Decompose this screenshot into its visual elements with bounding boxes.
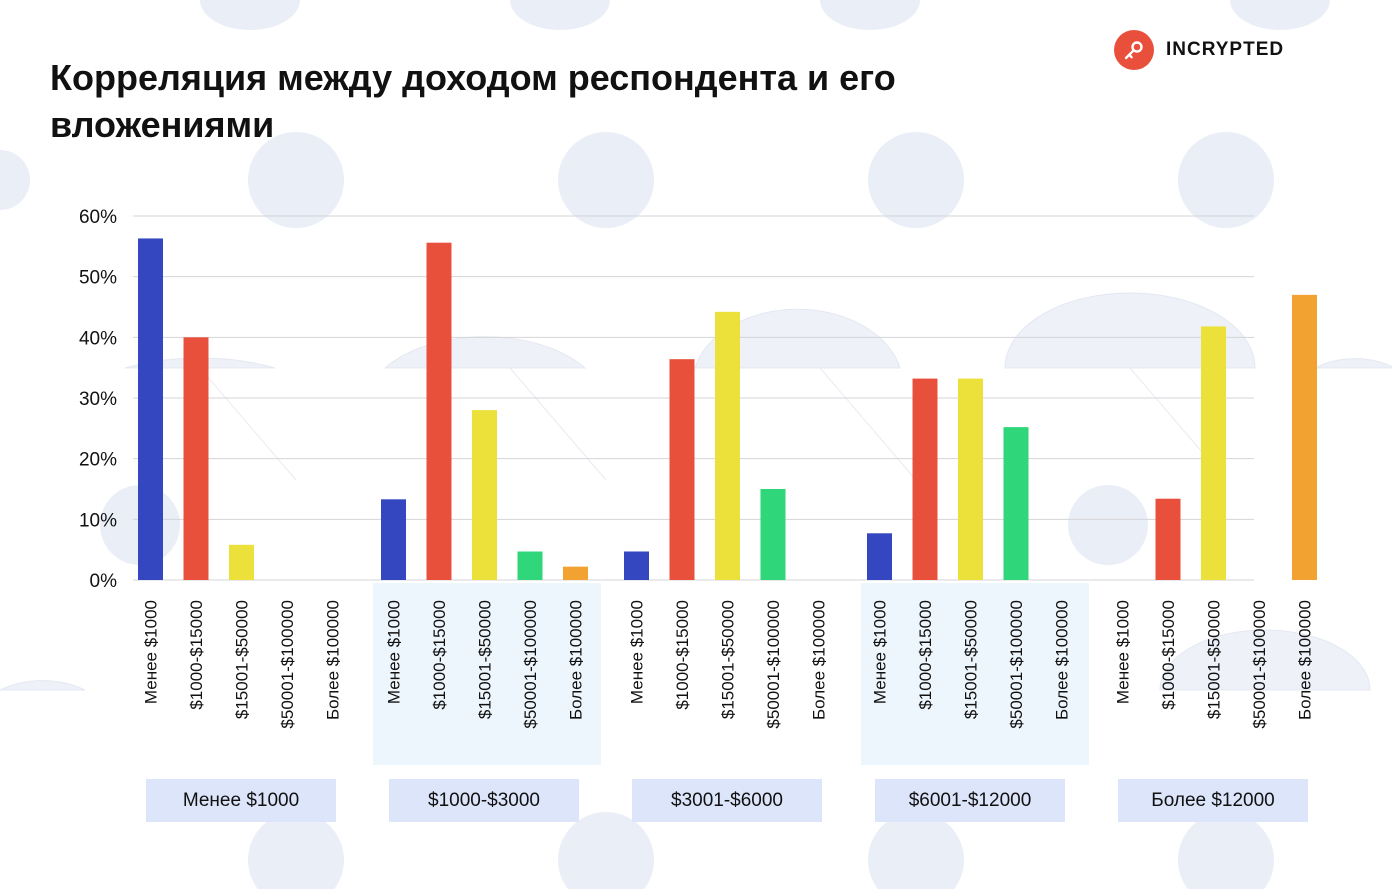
bar [867, 533, 892, 580]
bar [381, 499, 406, 580]
group-highlight [861, 583, 1089, 765]
x-tick-label: $15001-$50000 [962, 600, 981, 719]
bar [517, 551, 543, 580]
x-tick-label: $15001-$50000 [719, 600, 738, 719]
bar [1155, 498, 1181, 580]
bar [563, 566, 588, 580]
x-tick-label: Менее $1000 [142, 600, 161, 704]
x-tick-label: $1000-$15000 [430, 600, 449, 710]
x-tick-label: Более $100000 [567, 600, 586, 720]
x-tick-label: $1000-$15000 [673, 600, 692, 710]
brand-name: INCRYPTED [1166, 39, 1285, 60]
x-tick-label: Менее $1000 [871, 600, 890, 704]
bar [1201, 326, 1226, 580]
x-tick-label: $50001-$100000 [521, 600, 540, 729]
y-tick-label: 50% [79, 268, 117, 289]
brand-logo: INCRYPTED [1114, 30, 1284, 70]
bar [958, 378, 983, 580]
y-tick-label: 20% [79, 450, 117, 471]
x-tick-label: $15001-$50000 [233, 600, 252, 719]
chart-title: Корреляция между доходом респондента и е… [50, 57, 896, 145]
x-tick-label: $50001-$100000 [1007, 600, 1026, 729]
group-label: $1000-$3000 [389, 779, 579, 822]
bar [472, 410, 497, 580]
y-tick-label: 0% [90, 571, 118, 592]
x-tick-label: Менее $1000 [628, 600, 647, 704]
group-label: $6001-$12000 [875, 779, 1065, 822]
y-tick-label: 30% [79, 389, 117, 410]
group-highlight [373, 583, 601, 765]
x-tick-label: Более $100000 [810, 600, 829, 720]
key-icon [1114, 30, 1154, 70]
bar [138, 238, 163, 581]
x-tick-label: $15001-$50000 [1205, 600, 1224, 719]
bar [624, 551, 649, 580]
x-tick-label: Более $100000 [324, 600, 343, 720]
bar [1292, 294, 1317, 580]
x-tick-label: $50001-$100000 [278, 600, 297, 729]
bar [760, 489, 786, 580]
x-tick-label: Менее $1000 [1114, 600, 1133, 704]
x-tick-label: Более $100000 [1053, 600, 1072, 720]
x-tick-label: $50001-$100000 [764, 600, 783, 729]
x-tick-label: $1000-$15000 [1159, 600, 1178, 710]
y-tick-label: 60% [79, 207, 117, 228]
x-tick-label: $1000-$15000 [187, 600, 206, 710]
x-tick-label: Менее $1000 [385, 600, 404, 704]
group-label: Менее $1000 [146, 779, 336, 822]
bar [669, 359, 695, 580]
y-tick-label: 10% [79, 510, 117, 531]
y-tick-label: 40% [79, 328, 117, 349]
bar [426, 242, 452, 580]
x-tick-label: $15001-$50000 [476, 600, 495, 719]
x-tick-label: $50001-$100000 [1250, 600, 1269, 729]
bar [715, 311, 740, 580]
bar [912, 378, 938, 580]
x-tick-label: $1000-$15000 [916, 600, 935, 710]
group-label: $3001-$6000 [632, 779, 822, 822]
group-label: Более $12000 [1118, 779, 1308, 822]
bar [183, 337, 209, 580]
bar [229, 544, 254, 580]
bar [1003, 427, 1029, 580]
x-tick-label: Более $100000 [1296, 600, 1315, 720]
